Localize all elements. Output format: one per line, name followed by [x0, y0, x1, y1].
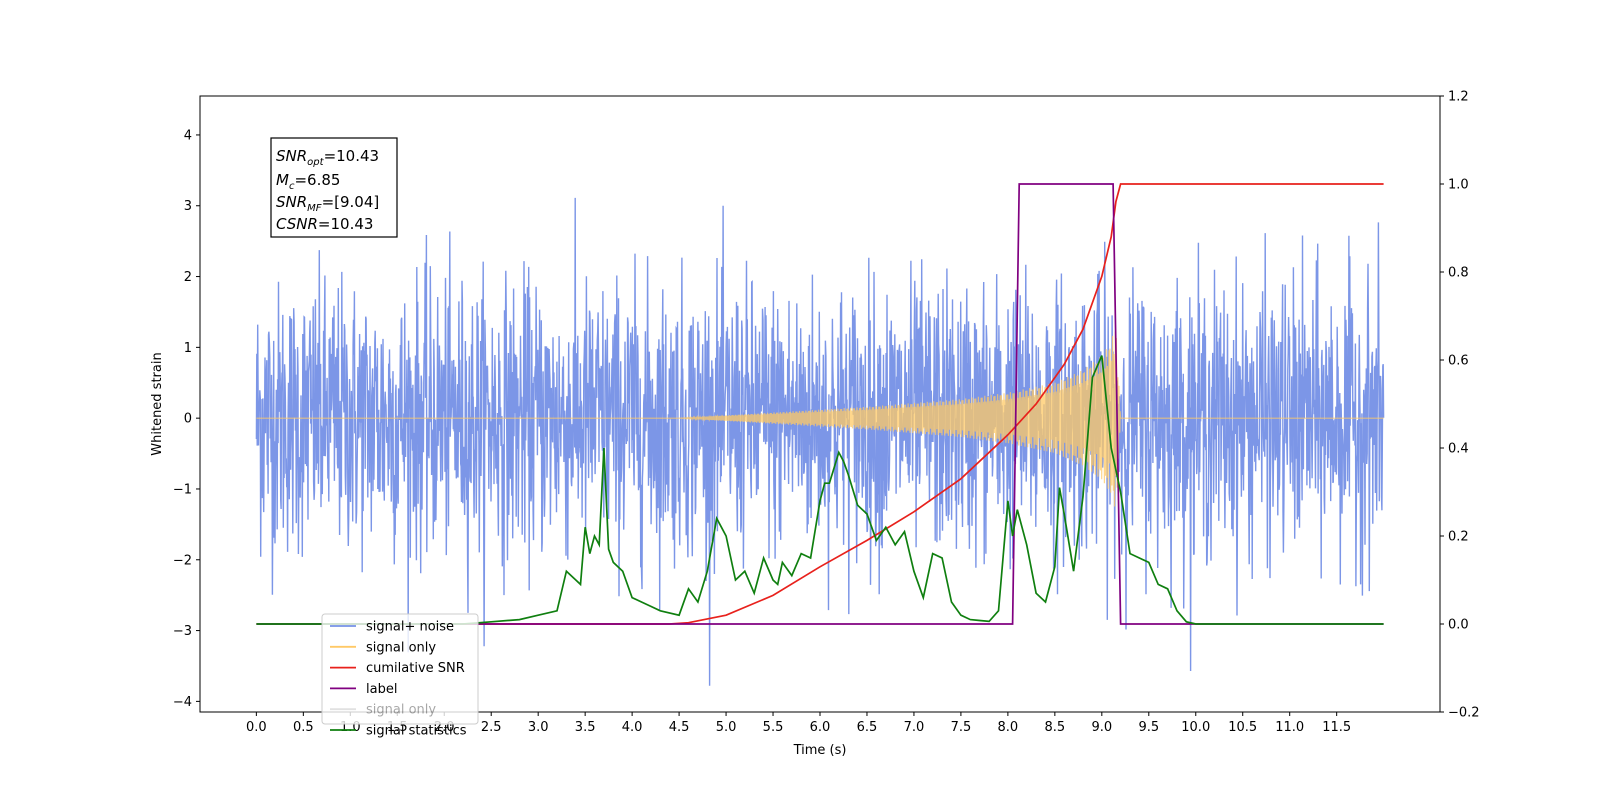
y-right-tick-label: 0.0 [1448, 618, 1469, 633]
series-line-signal-plus-noise [255, 197, 1385, 686]
x-tick-label: 0.0 [246, 720, 267, 735]
y-right-tick-label: 0.2 [1448, 530, 1469, 545]
y-tick-label: 4 [184, 128, 192, 143]
annotation-chirp-mass: Mc=6.85 [276, 171, 340, 192]
x-tick-label: 10.5 [1228, 720, 1257, 735]
legend-frame [321, 613, 479, 725]
legend-label: signal statistics [366, 724, 467, 739]
y-tick-label: −3 [173, 624, 192, 639]
annotation-csnr: CSNR=10.43 [276, 215, 373, 233]
y-tick-label: 0 [184, 412, 192, 427]
annotation-frame [270, 137, 398, 238]
y-tick-label: 2 [184, 270, 192, 285]
y-right-tick-label: 1.2 [1448, 90, 1469, 105]
plot-area [255, 183, 1385, 686]
y-right-tick-label: 0.8 [1448, 266, 1469, 281]
x-tick-label: 5.0 [716, 720, 737, 735]
annotation-snr-mf: SNRMF=[9.04] [276, 193, 379, 214]
y-tick-label: 3 [184, 199, 192, 214]
annotation-box: SNRopt=10.43 Mc=6.85 SNRMF=[9.04] CSNR=1… [270, 137, 398, 238]
legend-label: label [366, 682, 397, 697]
x-tick-label: 9.0 [1091, 720, 1112, 735]
x-tick-label: 3.5 [575, 720, 596, 735]
y-right-tick-label: 0.4 [1448, 442, 1469, 457]
y-tick-label: −1 [173, 482, 192, 497]
annotation-snr-opt: SNRopt=10.43 [276, 147, 379, 168]
x-tick-label: 8.5 [1045, 720, 1066, 735]
axes: 0.0 0.5 1.0 1.5 2.0 2.5 3.0 3.5 4.0 4.5 5.0 5.5 6.0 6… [173, 90, 1480, 736]
x-tick-label: 3.0 [528, 720, 549, 735]
x-axis-label: Time (s) [793, 743, 847, 758]
legend-label: signal+ noise [366, 620, 454, 635]
series-line-signal-only [256, 331, 1384, 507]
x-tick-label: 9.5 [1138, 720, 1159, 735]
x-tick-label: 7.0 [904, 720, 925, 735]
x-tick-label: 11.0 [1275, 720, 1304, 735]
x-tick-label: 4.5 [669, 720, 690, 735]
y-right-tick-label: 0.6 [1448, 354, 1469, 369]
y-tick-label: −2 [173, 553, 192, 568]
x-tick-label: 2.5 [481, 720, 502, 735]
y-right-tick-label: −0.2 [1448, 706, 1480, 721]
x-tick-label: 5.5 [763, 720, 784, 735]
y-tick-label: 1 [184, 341, 192, 356]
y-right-tick-label: 1.0 [1448, 178, 1469, 193]
x-tick-label: 11.5 [1322, 720, 1351, 735]
legend-label: signal only [366, 703, 436, 718]
y-axis-label: Whitened strain [150, 352, 165, 455]
x-tick-label: 0.5 [293, 720, 314, 735]
series-line-label [256, 183, 1384, 625]
legend: signal+ noise signal only cumilative SNR la… [321, 613, 479, 739]
x-tick-label: 4.0 [622, 720, 643, 735]
x-tick-label: 10.0 [1181, 720, 1210, 735]
series-line-signal-statistics [256, 355, 1384, 625]
x-tick-label: 8.0 [998, 720, 1019, 735]
y-tick-label: −4 [173, 695, 192, 710]
legend-label: cumilative SNR [366, 661, 465, 676]
x-tick-label: 6.5 [857, 720, 878, 735]
x-tick-label: 7.5 [951, 720, 972, 735]
series-line-cumilative-snr [256, 183, 1384, 625]
legend-label: signal only [366, 640, 436, 655]
x-tick-label: 6.0 [810, 720, 831, 735]
